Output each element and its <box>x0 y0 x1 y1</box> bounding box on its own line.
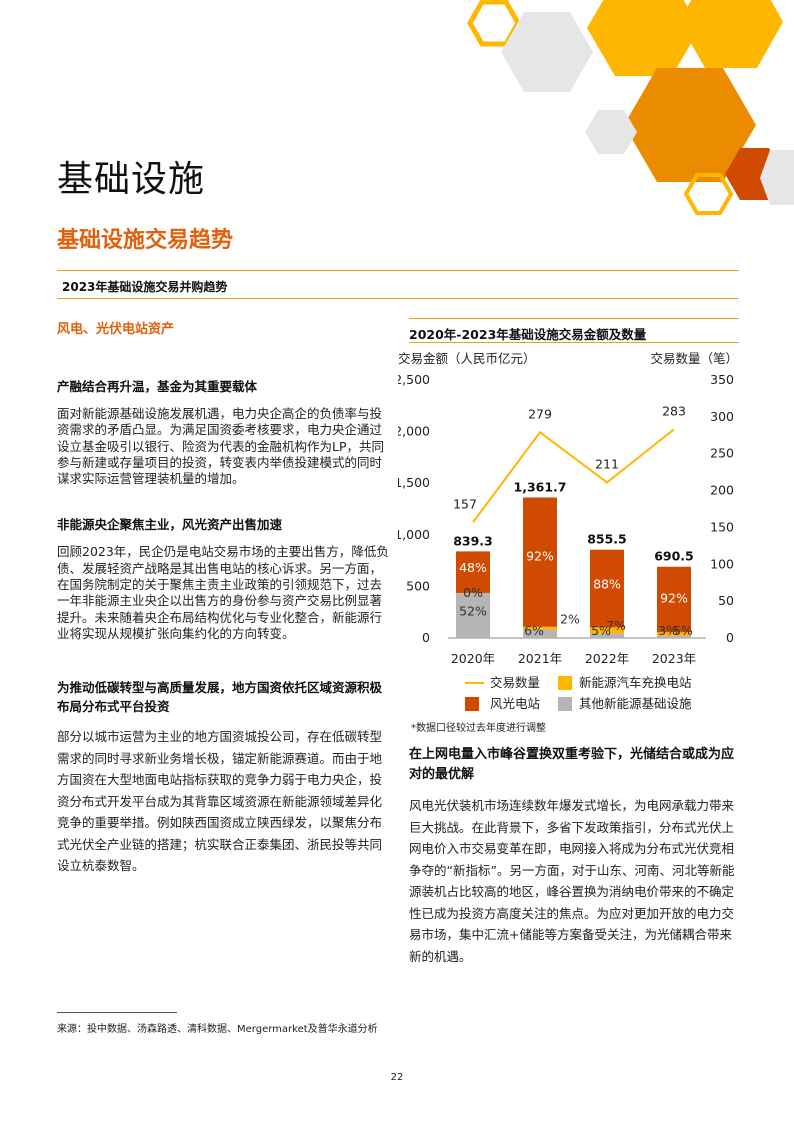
y2-tick-label: 50 <box>718 593 734 608</box>
source-footnote: 来源：投中数据、汤森路透、清科数据、Mergermarket及普华永道分析 <box>57 1024 378 1035</box>
x-axis-labels: 2020年 2021年 2022年 2023年 <box>451 651 696 666</box>
chart-footnote: *数据口径较过去年度进行调整 <box>411 723 546 734</box>
bar-segment <box>456 592 490 638</box>
right-body: 风电光伏装机市场连续数年爆发式增长，为电网承载力带来巨大挑战。在此背景下，多省下… <box>409 798 735 964</box>
y-tick-label: 2,000 <box>398 424 430 439</box>
hexagon-decoration <box>467 0 794 215</box>
segment-label-other: 52% <box>459 603 487 618</box>
bar-total-label: 855.5 <box>587 532 627 547</box>
paragraph-heading-3: 为推动低碳转型与高质量发展，地方国资依托区域资源积极布局分布式平台投资 <box>57 680 383 715</box>
segment-label-other: 3% <box>658 623 678 638</box>
legend-label-ev: 新能源汽车充换电站 <box>579 675 692 690</box>
count-line-label: 279 <box>528 406 552 421</box>
y-tick-label: 0 <box>422 630 430 645</box>
legend-swatch-wind-solar <box>465 697 479 711</box>
section-title: 基础设施交易趋势 <box>57 228 234 253</box>
y2-tick-label: 150 <box>710 519 734 534</box>
count-line-label: 157 <box>453 496 477 511</box>
y2-tick-label: 200 <box>710 483 734 498</box>
y-tick-label: 2,500 <box>398 372 430 387</box>
bar-segment <box>523 497 557 627</box>
segment-label-ev: 7% <box>606 618 626 633</box>
segment-label-wind-solar: 92% <box>660 590 688 605</box>
right-heading: 在上网电量入市峰谷置换双重考验下，光储结合或成为应对的最优解 <box>409 747 735 782</box>
hexagon-light-gray <box>501 12 593 92</box>
x-tick-label: 2022年 <box>585 651 629 666</box>
y2-tick-label: 350 <box>710 372 734 387</box>
segment-label-ev: 2% <box>560 612 580 627</box>
y2-axis-title: 交易数量（笔） <box>650 351 738 366</box>
x-tick-label: 2021年 <box>518 651 562 666</box>
y2-tick-label: 0 <box>726 630 734 645</box>
y-tick-label: 1,000 <box>398 527 430 542</box>
bar-segment <box>590 549 624 628</box>
segment-label-wind-solar: 88% <box>593 577 621 592</box>
chart-rule-top <box>409 318 739 319</box>
bar-segment <box>590 633 624 638</box>
section-subtitle: 2023年基础设施交易并购趋势 <box>62 280 228 294</box>
bar-segment <box>657 632 691 636</box>
x-tick-label: 2020年 <box>451 651 495 666</box>
bar-total-label: 839.3 <box>453 533 493 548</box>
bar-segment <box>523 626 557 630</box>
hexagon-amber-right <box>679 0 783 68</box>
legend-swatch-ev <box>558 676 572 690</box>
bar-segment <box>657 566 691 633</box>
bar-labels: 839.3 1,361.7 855.5 690.5 48% 92% 88% 92% 52% 6% 5… <box>453 479 694 638</box>
x-tick-label: 2023年 <box>652 651 696 666</box>
chart-title: 2020年-2023年基础设施交易金额及数量 <box>409 327 647 342</box>
hexagon-outline-small <box>683 173 734 215</box>
y-axis-ticks: 0 500 1,000 1,500 2,000 2,500 <box>398 372 430 645</box>
hexagon-gray-small <box>760 150 794 205</box>
segment-label-other: 5% <box>591 623 611 638</box>
paragraph-body-2: 回顾2023年，民企仍是电站交易市场的主要出售方，降低负债、发展轻资产战略是其出… <box>57 544 389 641</box>
legend-swatch-other <box>558 697 572 711</box>
hexagon-orange-large <box>624 68 756 182</box>
subtitle-rule-bottom <box>57 298 739 299</box>
paragraph-body-3: 部分以城市运营为主业的地方国资城投公司，存在低碳转型需求的同时寻求新业务增长极，… <box>57 729 383 874</box>
bar-segment <box>456 551 490 593</box>
legend-label-other: 其他新能源基础设施 <box>579 696 692 711</box>
y-tick-label: 1,500 <box>398 475 430 490</box>
paragraph-heading-1: 产融结合再升温，基金为其重要载体 <box>57 379 258 394</box>
y2-axis-ticks: 0 50 100 150 200 250 300 350 <box>710 372 734 645</box>
chart-rule-bottom <box>409 342 739 343</box>
footnote-rule <box>57 1012 177 1013</box>
subtitle-rule-top <box>57 270 739 271</box>
segment-label-wind-solar: 92% <box>526 549 554 564</box>
y2-tick-label: 250 <box>710 446 734 461</box>
segment-label-other: 6% <box>524 623 544 638</box>
bar-segment <box>657 635 691 638</box>
count-line-label: 211 <box>595 456 619 471</box>
y2-tick-label: 300 <box>710 409 734 424</box>
legend-label-wind-solar: 风光电站 <box>490 696 540 711</box>
segment-label-wind-solar: 48% <box>459 560 487 575</box>
count-line-path <box>472 428 675 523</box>
y-axis-title: 交易金额（人民币亿元） <box>398 351 536 366</box>
bar-total-label: 690.5 <box>654 549 694 564</box>
right-column: 在上网电量入市峰谷置换双重考验下，光储结合或成为应对的最优解 风电光伏装机市场连… <box>409 745 741 995</box>
bar-segment <box>523 629 557 638</box>
page-number: 22 <box>390 1072 404 1083</box>
deal-chart: 交易金额（人民币亿元） 交易数量（笔） 05001,0001,5002,0002… <box>398 351 738 711</box>
topic-heading: 风电、光伏电站资产 <box>57 322 175 337</box>
segment-label-ev: 0% <box>463 585 483 600</box>
y-tick-label: 500 <box>406 578 430 593</box>
paragraph-body-1: 面对新能源基础设施发展机遇，电力央企高企的负债率与投资需求的矛盾凸显。为满足国资… <box>57 406 385 487</box>
bar-total-label: 1,361.7 <box>514 479 567 494</box>
hexagon-gray-mid <box>585 110 637 154</box>
legend-label-line: 交易数量 <box>490 675 540 690</box>
left-column: 风电、光伏电站资产 产融结合再升温，基金为其重要载体 面对新能源基础设施发展机遇… <box>57 318 389 905</box>
y2-tick-label: 100 <box>710 556 734 571</box>
chart-legend: 交易数量 新能源汽车充换电站 风光电站 其他新能源基础设施 <box>465 675 692 711</box>
hexagon-amber-top <box>587 0 700 76</box>
paragraph-heading-2: 非能源央企聚焦主业，风光资产出售加速 <box>57 517 283 533</box>
count-line: 157 279 211 283 <box>453 403 686 523</box>
count-line-label: 283 <box>662 403 686 418</box>
bar-segments <box>448 497 706 639</box>
page-title: 基础设施 <box>57 159 206 200</box>
bar-segment <box>590 627 624 634</box>
segment-label-ev: 5% <box>673 623 693 638</box>
